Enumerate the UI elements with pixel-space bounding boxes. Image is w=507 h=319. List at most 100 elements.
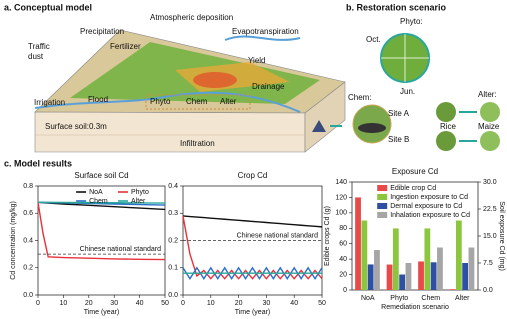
y-axis-label: Cd concentration (mg/kg) xyxy=(10,201,17,280)
x-tick-label: 50 xyxy=(318,300,326,307)
label: Flood xyxy=(88,95,108,104)
legend-swatch xyxy=(377,185,388,191)
chart-title: Crop Cd xyxy=(238,171,268,180)
y-tick-label: 0.2 xyxy=(23,265,33,272)
bar xyxy=(367,264,374,290)
x-tick-label: 30 xyxy=(110,300,118,307)
panel-title: c. Model results xyxy=(4,158,72,168)
photo-maize-a xyxy=(480,102,500,122)
label: Infiltration xyxy=(180,139,215,148)
y2-tick-label: 0.0 xyxy=(483,287,493,294)
panel-b: b. Restoration scenario Phyto: Oct. Jun.… xyxy=(312,2,500,151)
label: Yield xyxy=(248,56,266,65)
stream xyxy=(224,35,301,41)
x-tick-label: 0 xyxy=(181,300,185,307)
label: Alter xyxy=(220,97,237,106)
bar xyxy=(374,250,380,290)
label: Phyto: xyxy=(400,17,423,26)
label: Traffic xyxy=(28,42,50,51)
label: Evapotranspiration xyxy=(232,27,299,36)
legend-swatch xyxy=(377,212,388,218)
bar xyxy=(405,263,412,290)
bar xyxy=(430,262,437,290)
series-line xyxy=(37,202,166,261)
y-tick-label: 0.3 xyxy=(168,210,178,217)
bar xyxy=(449,289,456,290)
bar xyxy=(392,228,399,290)
series-line xyxy=(38,201,166,204)
x-axis-label: Remediation scenario xyxy=(381,304,449,311)
legend-swatch xyxy=(377,203,388,209)
chart-title: Exposure Cd xyxy=(392,167,438,176)
x-tick-label: 30 xyxy=(263,300,271,307)
chem-icon xyxy=(312,120,326,132)
y-tick-label: 60 xyxy=(339,241,347,248)
label: Irrigation xyxy=(34,98,65,107)
bar xyxy=(468,247,475,290)
slab-front xyxy=(34,111,306,153)
y-tick-label: 0 xyxy=(343,287,347,294)
label: Surface soil:0.3m xyxy=(45,122,107,131)
hotspot xyxy=(193,72,237,88)
y-tick-label: 100 xyxy=(335,210,347,217)
slab-side xyxy=(304,81,346,153)
chart-title: Surface soil Cd xyxy=(74,171,128,180)
panel-title: b. Restoration scenario xyxy=(346,2,447,12)
label: Oct. xyxy=(366,35,381,44)
y-tick-label: 0.6 xyxy=(23,210,33,217)
river xyxy=(34,91,301,113)
bar xyxy=(455,220,462,290)
bar xyxy=(386,264,393,290)
legend-label: Chem xyxy=(89,198,108,205)
legend-label: Alter xyxy=(131,198,146,205)
label: Atmospheric deposition xyxy=(150,13,233,22)
label: dust xyxy=(28,52,44,61)
bar xyxy=(418,261,424,290)
x-tick-label: 10 xyxy=(207,300,215,307)
y-tick-label: 0.2 xyxy=(168,237,178,244)
legend-label: NoA xyxy=(89,189,103,196)
legend-swatch xyxy=(377,194,388,200)
y2-axis-label: Soil exposure Cd (mg) xyxy=(498,201,505,271)
y-tick-label: 80 xyxy=(339,225,347,232)
bar xyxy=(437,247,443,290)
label: Rice xyxy=(440,122,457,131)
bar xyxy=(462,263,469,290)
photo-divider xyxy=(381,34,429,82)
y-tick-label: 40 xyxy=(339,256,347,263)
x-tick-label: 50 xyxy=(161,300,169,307)
x-tick-label: Chem xyxy=(421,295,440,302)
label: Phyto xyxy=(150,97,171,106)
x-tick-label: 20 xyxy=(85,300,93,307)
label: Fertilizer xyxy=(110,42,141,51)
legend-label: Phyto xyxy=(131,189,149,196)
x-tick-label: 20 xyxy=(235,300,243,307)
y-tick-label: 0.8 xyxy=(23,183,33,190)
series-line xyxy=(182,215,323,228)
label: Drainage xyxy=(252,82,285,91)
series-line xyxy=(182,266,323,280)
arrow xyxy=(459,111,477,142)
label: Maize xyxy=(478,122,500,131)
y-tick-label: 0.4 xyxy=(168,183,178,190)
y2-tick-label: 7.5 xyxy=(483,260,493,267)
label: Chem xyxy=(186,97,208,106)
label: Precipitation xyxy=(80,27,124,36)
photo-maize-b xyxy=(480,131,500,151)
photo-rice-a xyxy=(436,102,456,122)
bar xyxy=(399,274,406,290)
bar xyxy=(355,197,361,290)
y-tick-label: 0.4 xyxy=(23,237,33,244)
x-axis-label: Time (year) xyxy=(235,309,271,316)
label: Alter: xyxy=(478,90,497,99)
x-axis-label: Time (year) xyxy=(84,309,120,316)
x-tick-label: 40 xyxy=(136,300,144,307)
reference-label: Chinese national standard xyxy=(80,246,161,253)
label: Site B xyxy=(388,135,409,144)
y-tick-label: 0.1 xyxy=(168,265,178,272)
x-tick-label: 40 xyxy=(290,300,298,307)
legend-label: Ingestion exposure to Cd xyxy=(390,194,468,201)
y2-tick-label: 15.0 xyxy=(483,233,497,240)
y-axis-label: Edible crops Cd (g) xyxy=(324,206,331,266)
